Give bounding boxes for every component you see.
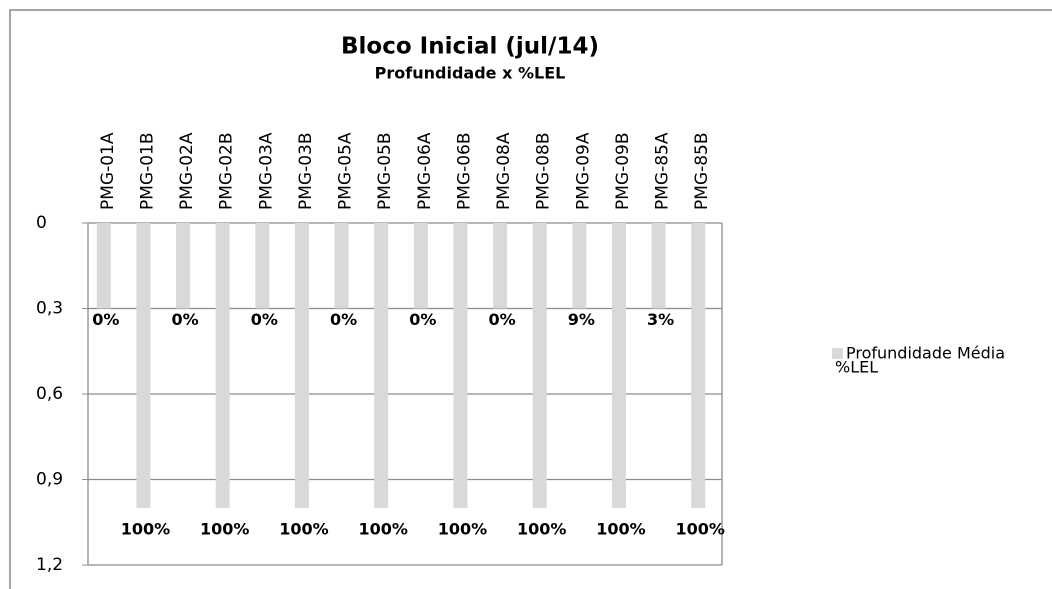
x-tick-label: PMG-85B xyxy=(692,132,712,210)
y-tick-label: 0 xyxy=(36,213,47,233)
x-tick-label: PMG-01A xyxy=(98,132,118,210)
x-tick-label: PMG-09B xyxy=(613,132,633,210)
bar xyxy=(334,223,349,309)
chart-title: Bloco Inicial (jul/14) xyxy=(341,34,599,60)
bar xyxy=(294,223,309,508)
data-label: 100% xyxy=(675,520,724,539)
chart-subtitle: Profundidade x %LEL xyxy=(375,64,566,83)
y-tick-label: 0,3 xyxy=(36,299,63,319)
legend-swatch xyxy=(832,348,843,359)
chart-border xyxy=(9,9,1052,589)
y-tick-label: 1,2 xyxy=(36,555,63,575)
y-tick-label: 0,6 xyxy=(36,384,63,404)
x-tick-label: PMG-85A xyxy=(653,132,673,210)
x-tick-label: PMG-01B xyxy=(137,132,157,210)
bar xyxy=(532,223,547,508)
x-tick-label: PMG-06B xyxy=(454,132,474,210)
bar xyxy=(572,223,587,309)
bar xyxy=(611,223,626,508)
data-label: 100% xyxy=(596,520,645,539)
data-label: 100% xyxy=(358,520,407,539)
bar xyxy=(176,223,191,309)
x-tick-label: PMG-02A xyxy=(177,132,197,210)
y-tick-label: 0,9 xyxy=(36,470,63,490)
x-tick-label: PMG-06A xyxy=(415,132,435,210)
x-tick-label: PMG-05B xyxy=(375,132,395,210)
data-label: 100% xyxy=(121,520,170,539)
x-tick-label: PMG-05A xyxy=(336,132,356,210)
x-tick-label: PMG-08A xyxy=(494,132,514,210)
legend-label: %LEL xyxy=(835,358,878,377)
x-tick-label: PMG-08B xyxy=(534,132,554,210)
data-label: 100% xyxy=(438,520,487,539)
bar xyxy=(96,223,111,309)
data-label: 0% xyxy=(409,310,436,329)
x-tick-label: PMG-03B xyxy=(296,132,316,210)
data-label: 0% xyxy=(488,310,515,329)
x-tick-label: PMG-09A xyxy=(573,132,593,210)
bar xyxy=(413,223,428,309)
data-label: 0% xyxy=(251,310,278,329)
data-label: 0% xyxy=(92,310,119,329)
legend-label: Profundidade Média xyxy=(846,344,1005,363)
bar xyxy=(255,223,270,309)
data-label: 100% xyxy=(200,520,249,539)
bar xyxy=(374,223,389,508)
data-label: 100% xyxy=(279,520,328,539)
data-label: 100% xyxy=(517,520,566,539)
bar xyxy=(453,223,468,508)
bar xyxy=(691,223,706,508)
bar xyxy=(136,223,151,508)
bar xyxy=(215,223,230,508)
bar xyxy=(651,223,666,309)
x-tick-label: PMG-03A xyxy=(256,132,276,210)
data-label: 3% xyxy=(647,310,674,329)
data-label: 9% xyxy=(568,310,595,329)
data-label: 0% xyxy=(171,310,198,329)
x-tick-label: PMG-02B xyxy=(217,132,237,210)
bar xyxy=(493,223,508,309)
data-label: 0% xyxy=(330,310,357,329)
